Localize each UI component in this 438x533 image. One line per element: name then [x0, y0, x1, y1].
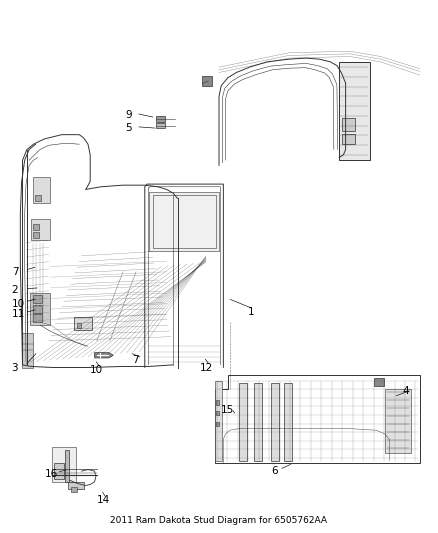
- Text: 9: 9: [125, 110, 132, 120]
- Bar: [33, 314, 42, 322]
- Text: 14: 14: [97, 495, 110, 505]
- Text: 2: 2: [12, 286, 18, 295]
- Bar: [65, 450, 69, 482]
- Bar: [54, 463, 64, 479]
- Text: 4: 4: [403, 386, 409, 397]
- Bar: [30, 293, 50, 325]
- Bar: [33, 177, 50, 203]
- Bar: [32, 224, 39, 230]
- Bar: [21, 333, 32, 368]
- Text: 3: 3: [12, 362, 18, 373]
- Bar: [342, 118, 355, 131]
- Bar: [74, 317, 92, 330]
- Bar: [342, 134, 355, 144]
- Polygon shape: [149, 192, 219, 251]
- Text: 2011 Ram Dakota Stud Diagram for 6505762AA: 2011 Ram Dakota Stud Diagram for 6505762…: [110, 516, 328, 525]
- Bar: [32, 232, 39, 238]
- Bar: [339, 62, 370, 160]
- Bar: [254, 383, 262, 461]
- Text: 11: 11: [12, 309, 25, 319]
- Bar: [77, 323, 81, 328]
- Bar: [33, 295, 42, 303]
- Polygon shape: [95, 353, 113, 358]
- Text: 12: 12: [199, 362, 212, 373]
- Text: 15: 15: [221, 405, 234, 415]
- Bar: [216, 411, 219, 415]
- Text: 10: 10: [12, 298, 25, 309]
- Bar: [385, 389, 411, 453]
- Bar: [31, 219, 49, 240]
- Bar: [201, 76, 212, 86]
- Bar: [155, 123, 165, 128]
- Bar: [215, 381, 223, 461]
- Bar: [35, 195, 41, 201]
- Bar: [33, 305, 42, 313]
- Bar: [52, 447, 76, 482]
- Bar: [68, 482, 84, 489]
- Text: 16: 16: [44, 469, 58, 479]
- Bar: [155, 116, 165, 122]
- Bar: [239, 383, 247, 461]
- Text: 10: 10: [90, 365, 103, 375]
- Bar: [216, 422, 219, 426]
- Text: 7: 7: [12, 267, 18, 277]
- Text: 1: 1: [247, 306, 254, 317]
- Text: 6: 6: [272, 466, 278, 476]
- Bar: [71, 487, 77, 492]
- Bar: [374, 378, 384, 386]
- Text: 7: 7: [132, 354, 138, 365]
- Bar: [216, 400, 219, 405]
- Text: 5: 5: [125, 123, 132, 133]
- Bar: [272, 383, 279, 461]
- Bar: [285, 383, 292, 461]
